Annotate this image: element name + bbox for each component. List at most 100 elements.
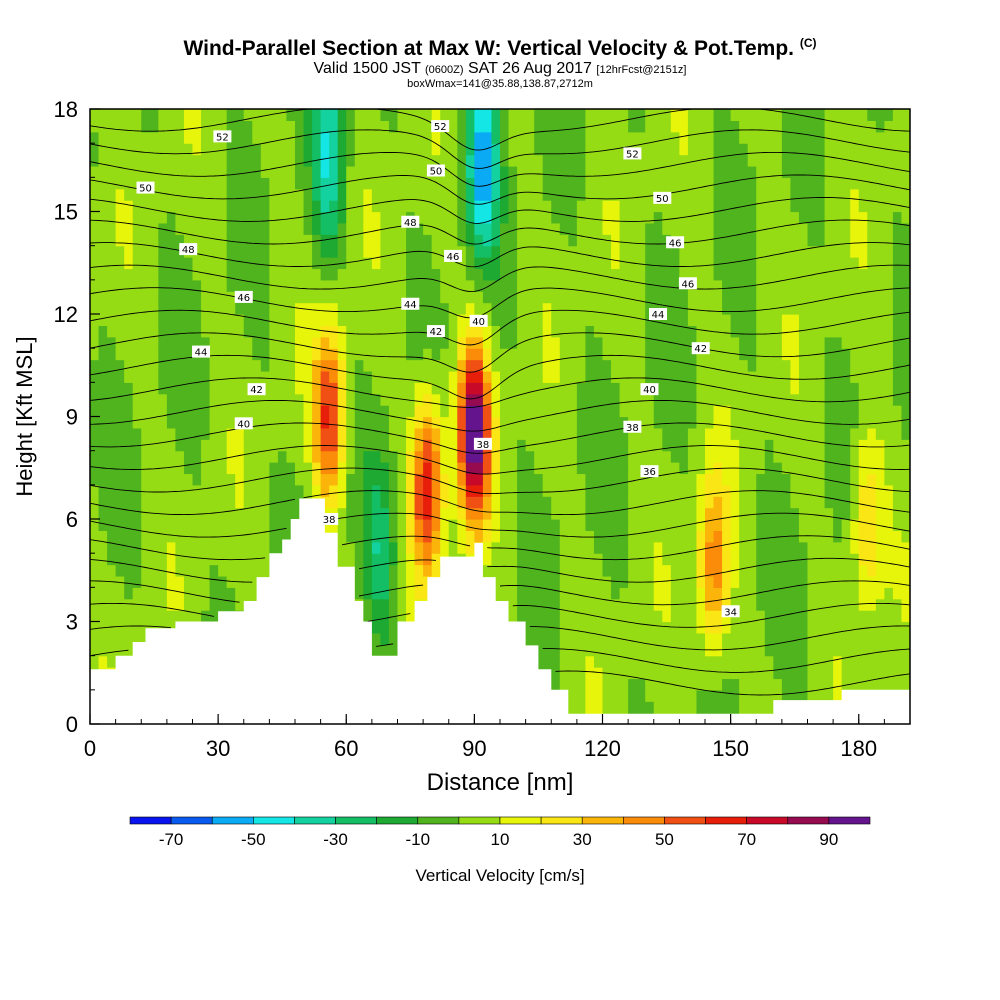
field-cell	[465, 484, 475, 497]
field-cell	[388, 621, 399, 634]
field-cell	[833, 587, 843, 600]
field-cell	[517, 325, 527, 338]
field-cell	[457, 393, 467, 406]
field-cell	[730, 245, 740, 258]
field-cell	[149, 200, 159, 213]
field-cell	[850, 120, 860, 133]
field-cell	[269, 109, 279, 121]
field-cell	[329, 109, 339, 121]
field-cell	[431, 348, 441, 361]
field-cell	[841, 587, 851, 600]
field-cell	[346, 200, 356, 213]
field-cell	[696, 667, 706, 680]
field-cell	[491, 314, 501, 326]
field-cell	[201, 439, 211, 452]
field-cell	[500, 314, 510, 326]
field-cell	[542, 268, 552, 281]
field-cell	[175, 359, 185, 372]
field-cell	[414, 131, 424, 144]
field-cell	[90, 131, 100, 144]
field-cell	[551, 632, 561, 645]
field-cell	[542, 279, 552, 292]
field-cell	[798, 211, 809, 224]
field-cell	[312, 109, 322, 121]
field-cell	[662, 541, 672, 554]
field-cell	[833, 382, 843, 395]
field-cell	[713, 120, 723, 133]
field-cell	[201, 587, 211, 600]
field-cell	[568, 621, 578, 634]
field-cell	[252, 496, 262, 509]
field-cell	[115, 165, 125, 178]
field-cell	[107, 587, 117, 600]
field-cell	[183, 131, 194, 144]
field-cell	[653, 450, 663, 463]
field-cell	[773, 143, 783, 156]
field-cell	[525, 291, 535, 304]
field-cell	[363, 496, 373, 509]
field-cell	[611, 165, 621, 178]
field-cell	[149, 131, 159, 144]
field-cell	[756, 268, 766, 281]
field-cell	[833, 689, 843, 702]
field-cell	[482, 165, 493, 178]
field-cell	[850, 484, 860, 497]
field-cell	[542, 177, 552, 190]
field-cell	[722, 530, 732, 543]
field-cell	[722, 393, 732, 406]
field-cell	[833, 644, 843, 657]
field-cell	[722, 200, 732, 213]
field-cell	[611, 462, 621, 475]
field-cell	[149, 553, 159, 566]
field-cell	[397, 325, 407, 338]
field-cell	[790, 405, 800, 418]
field-cell	[115, 496, 125, 509]
field-cell	[337, 348, 347, 361]
field-cell	[824, 473, 834, 486]
field-cell	[807, 222, 817, 235]
field-cell	[542, 496, 552, 509]
field-cell	[406, 200, 416, 213]
field-cell	[611, 655, 621, 668]
field-cell	[354, 336, 364, 349]
field-cell	[781, 370, 792, 383]
field-cell	[841, 279, 851, 292]
field-cell	[705, 575, 715, 588]
field-cell	[747, 359, 757, 372]
field-cell	[380, 211, 390, 224]
field-cell	[397, 143, 407, 156]
field-cell	[645, 234, 655, 247]
field-cell	[482, 393, 493, 406]
field-cell	[875, 507, 885, 520]
field-cell	[423, 336, 433, 349]
field-cell	[722, 109, 732, 121]
field-cell	[858, 302, 868, 315]
field-cell	[798, 644, 809, 657]
field-cell	[790, 348, 800, 361]
field-cell	[166, 234, 177, 247]
field-cell	[252, 120, 262, 133]
field-cell	[713, 496, 723, 509]
field-cell	[329, 450, 339, 463]
field-cell	[858, 348, 868, 361]
field-cell	[551, 245, 561, 258]
field-cell	[687, 632, 698, 645]
field-cell	[705, 655, 715, 668]
field-cell	[295, 154, 305, 167]
field-cell	[602, 245, 612, 258]
field-cell	[593, 530, 604, 543]
field-cell	[576, 188, 587, 201]
field-cell	[141, 200, 151, 213]
field-cell	[602, 439, 612, 452]
field-cell	[807, 245, 817, 258]
field-cell	[175, 393, 185, 406]
field-cell	[525, 382, 535, 395]
field-cell	[858, 598, 868, 611]
field-cell	[90, 268, 100, 281]
field-cell	[602, 416, 612, 429]
field-cell	[209, 109, 219, 121]
field-cell	[790, 439, 800, 452]
field-cell	[807, 234, 817, 247]
field-cell	[183, 541, 194, 554]
field-cell	[670, 564, 680, 577]
